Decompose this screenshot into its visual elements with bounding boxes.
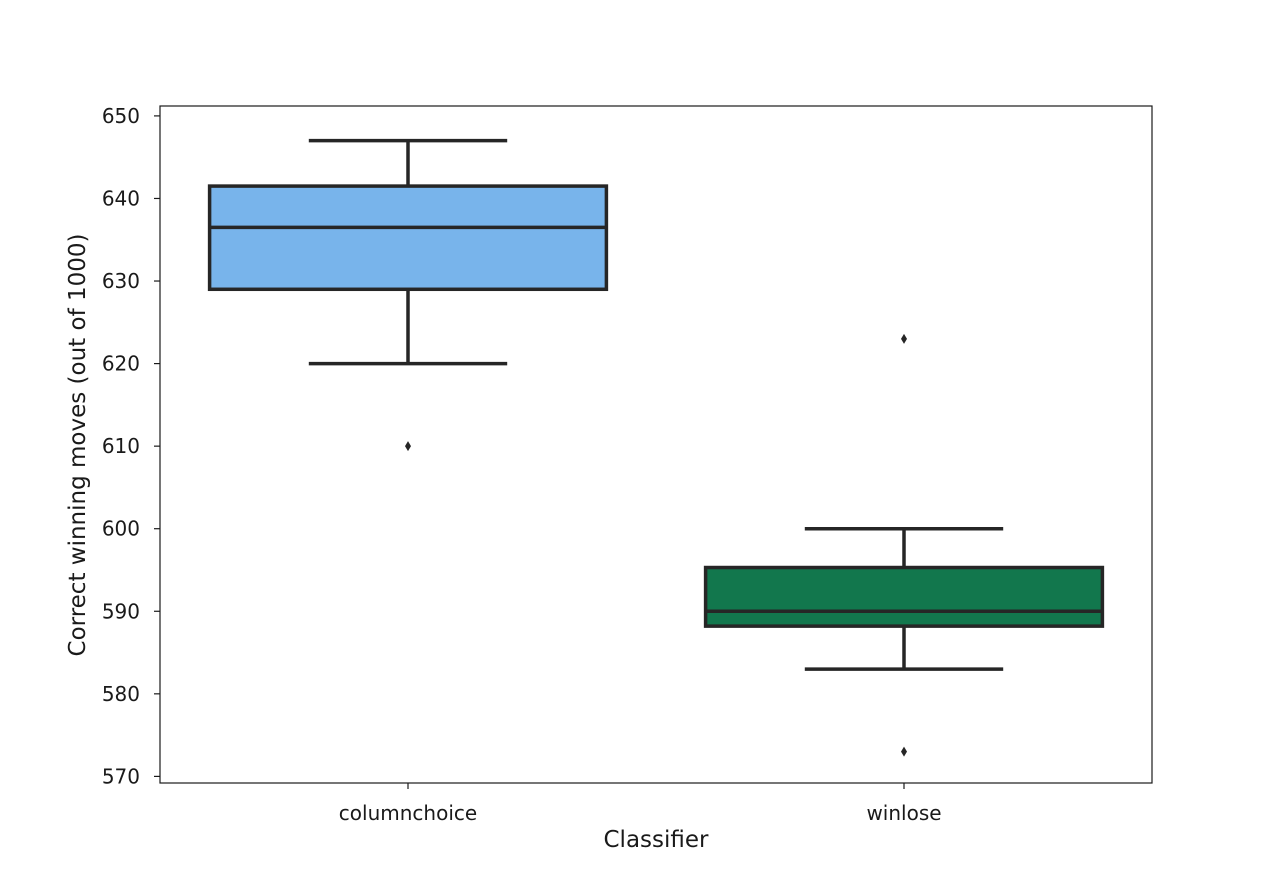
outlier-point (901, 333, 907, 344)
y-tick-label: 600 (102, 517, 140, 541)
y-tick-label: 620 (102, 352, 140, 376)
box-body (207, 184, 609, 292)
box-winlose (703, 333, 1105, 757)
y-tick-label: 610 (102, 434, 140, 458)
y-tick-label: 590 (102, 599, 140, 623)
x-axis: columnchoice winlose (339, 783, 942, 825)
y-tick-label: 640 (102, 186, 140, 210)
box-body (703, 565, 1105, 628)
x-tick-label: columnchoice (339, 801, 477, 825)
y-tick-label: 570 (102, 764, 140, 788)
outlier-point (901, 746, 907, 757)
plot-area-frame (159, 105, 1153, 784)
x-axis-label: Classifier (604, 827, 710, 853)
y-tick-label: 650 (102, 104, 140, 128)
x-tick-label: winlose (866, 801, 941, 825)
box-columnchoice (207, 138, 609, 452)
boxes-layer (207, 138, 1105, 757)
y-axis-label: Correct winning moves (out of 1000) (65, 234, 91, 657)
outlier-point (405, 441, 411, 452)
y-tick-label: 580 (102, 682, 140, 706)
y-axis: 570 580 590 600 610 620 630 640 650 (102, 104, 160, 788)
y-tick-label: 630 (102, 269, 140, 293)
